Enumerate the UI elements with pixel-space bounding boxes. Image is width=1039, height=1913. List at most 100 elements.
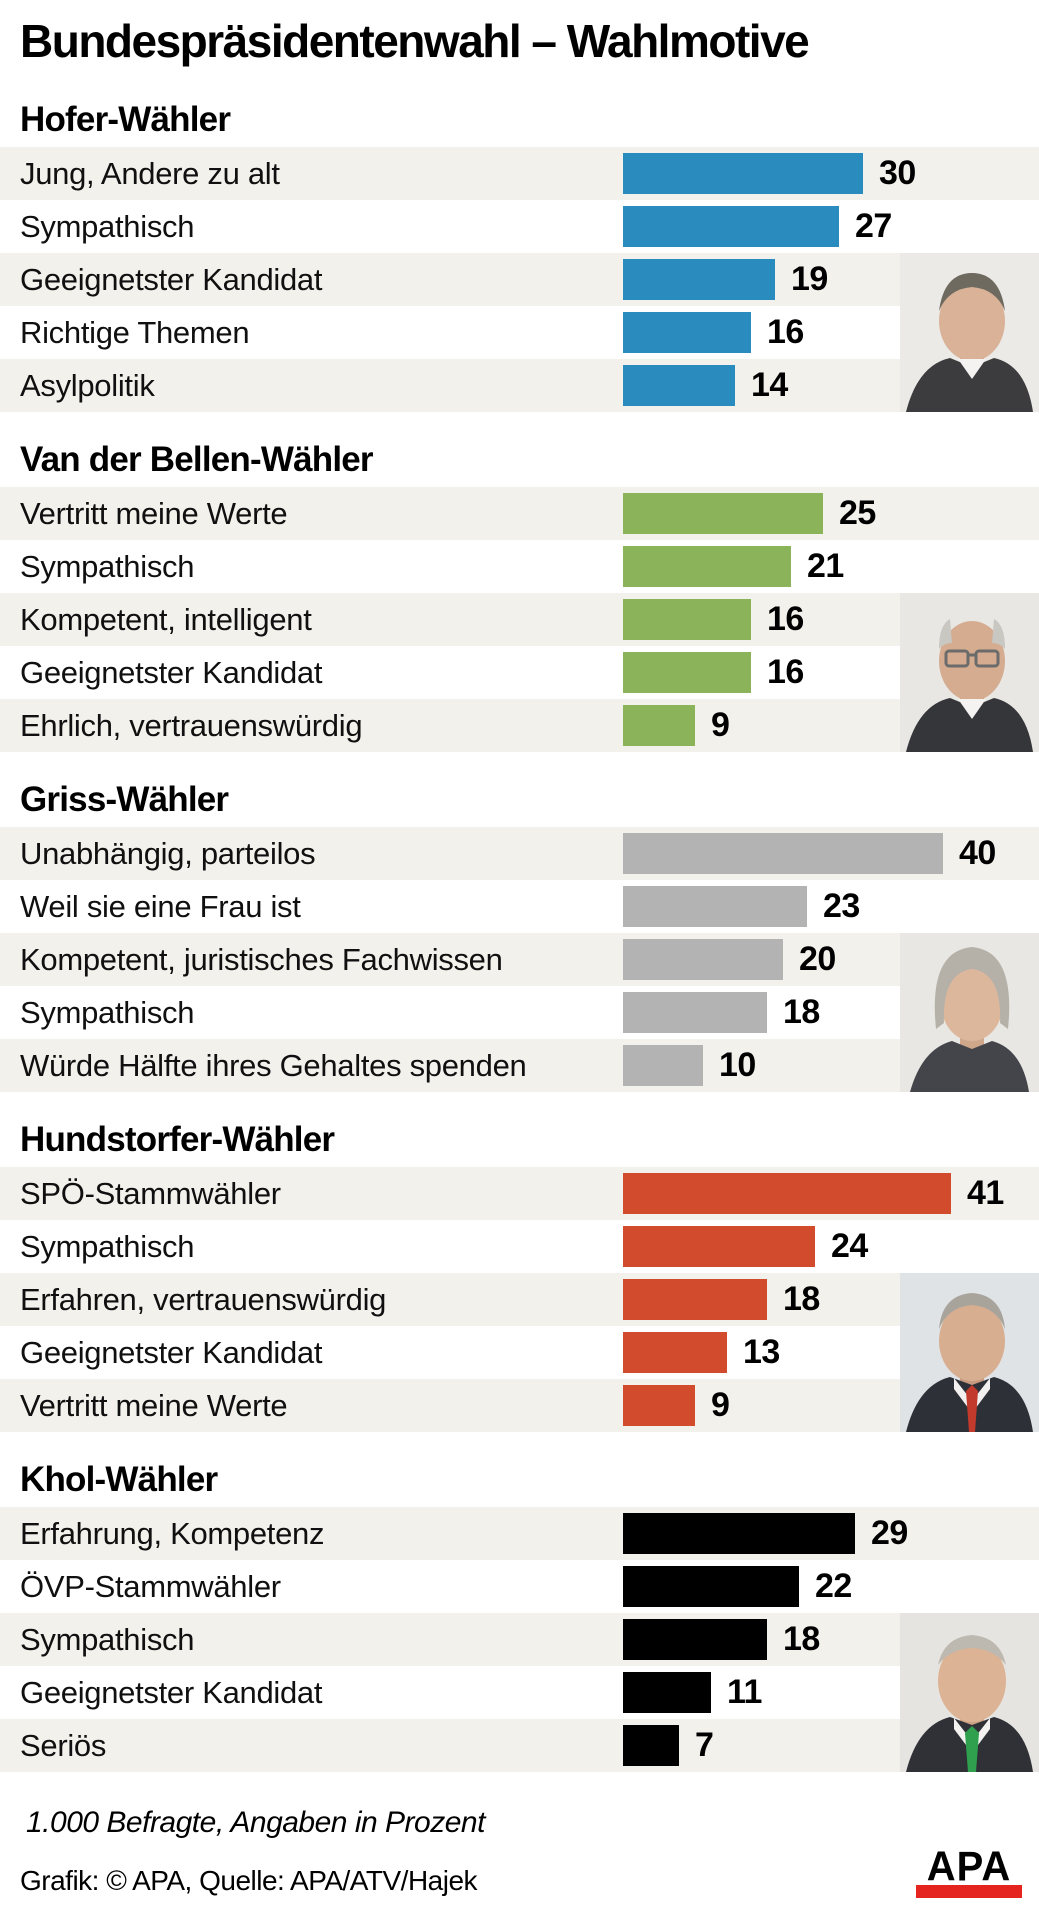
value-label: 25: [839, 494, 876, 532]
category-label: Ehrlich, vertrauenswürdig: [20, 708, 363, 743]
value-label: 16: [767, 653, 804, 691]
bar-row: Kompetent, intelligent 16: [0, 593, 1039, 646]
section-van-der-bellen: Van der Bellen-Wähler Vertritt meine Wer…: [0, 412, 1039, 752]
category-label: Würde Hälfte ihres Gehaltes spenden: [20, 1048, 527, 1083]
apa-logo-red-bar: [916, 1885, 1022, 1898]
category-label: Sympathisch: [20, 209, 195, 244]
credit-line: Grafik: © APA, Quelle: APA/ATV/Hajek: [20, 1865, 478, 1896]
bar: [623, 599, 751, 640]
category-label: Vertritt meine Werte: [20, 1388, 288, 1423]
bar-rows: Unabhängig, parteilos 40 Weil sie eine F…: [0, 827, 1039, 1092]
section-heading: Griss-Wähler: [20, 780, 229, 819]
bar: [623, 705, 695, 746]
value-label: 19: [791, 260, 828, 298]
value-label: 9: [711, 1386, 730, 1424]
value-label: 11: [727, 1673, 762, 1711]
bar-row: Sympathisch 18: [0, 986, 1039, 1039]
category-label: Sympathisch: [20, 1622, 195, 1657]
bar-rows: Jung, Andere zu alt 30 Sympathisch 27 Ge…: [0, 147, 1039, 412]
section-hundstorfer: Hundstorfer-Wähler SPÖ-Stammwähler 41 Sy…: [0, 1092, 1039, 1432]
section-heading: Hofer-Wähler: [20, 100, 231, 139]
bar: [623, 1279, 767, 1320]
value-label: 18: [783, 1280, 820, 1318]
bar: [623, 493, 823, 534]
bar-row: Geeignetster Kandidat 16: [0, 646, 1039, 699]
category-label: Geeignetster Kandidat: [20, 262, 323, 297]
footer: 1.000 Befragte, Angaben in Prozent Grafi…: [0, 1772, 1039, 1913]
irmgard-griss-photo: [900, 933, 1039, 1092]
category-label: Jung, Andere zu alt: [20, 156, 280, 191]
category-label: Erfahren, vertrauenswürdig: [20, 1282, 387, 1317]
value-label: 7: [695, 1726, 714, 1764]
bar: [623, 1226, 815, 1267]
bar-row: Sympathisch 24: [0, 1220, 1039, 1273]
category-label: Sympathisch: [20, 1229, 195, 1264]
section-heading: Hundstorfer-Wähler: [20, 1120, 335, 1159]
category-label: ÖVP-Stammwähler: [20, 1569, 281, 1604]
bar-row: Kompetent, juristisches Fachwissen 20: [0, 933, 1039, 986]
van-der-bellen-photo: [900, 593, 1039, 752]
bar: [623, 992, 767, 1033]
norbert-hofer-photo: [900, 253, 1039, 412]
section-hofer: Hofer-Wähler Jung, Andere zu alt 30 Symp…: [0, 72, 1039, 412]
bar: [623, 312, 751, 353]
value-label: 21: [807, 547, 844, 585]
value-label: 29: [871, 1514, 908, 1552]
bar: [623, 1173, 951, 1214]
bar-row: Asylpolitik 14: [0, 359, 1039, 412]
value-label: 18: [783, 993, 820, 1031]
category-label: Weil sie eine Frau ist: [20, 889, 301, 924]
andreas-khol-photo: [900, 1613, 1039, 1772]
bar: [623, 1513, 855, 1554]
value-label: 24: [831, 1227, 868, 1265]
bar-row: Geeignetster Kandidat 13: [0, 1326, 1039, 1379]
bar-rows: SPÖ-Stammwähler 41 Sympathisch 24 Erfahr…: [0, 1167, 1039, 1432]
category-label: Kompetent, juristisches Fachwissen: [20, 942, 503, 977]
bar: [623, 1725, 679, 1766]
bar: [623, 1619, 767, 1660]
value-label: 27: [855, 207, 892, 245]
value-label: 16: [767, 600, 804, 638]
bar: [623, 652, 751, 693]
category-label: Geeignetster Kandidat: [20, 655, 323, 690]
category-label: Sympathisch: [20, 549, 195, 584]
bar-row: Vertritt meine Werte 9: [0, 1379, 1039, 1432]
bar-row: Vertritt meine Werte 25: [0, 487, 1039, 540]
rudolf-hundstorfer-photo: [900, 1273, 1039, 1432]
bar: [623, 365, 735, 406]
bar: [623, 1672, 711, 1713]
category-label: Unabhängig, parteilos: [20, 836, 316, 871]
category-label: Seriös: [20, 1728, 107, 1763]
value-label: 41: [967, 1174, 1004, 1212]
value-label: 23: [823, 887, 860, 925]
bar: [623, 153, 863, 194]
bar: [623, 1385, 695, 1426]
value-label: 16: [767, 313, 804, 351]
value-label: 9: [711, 706, 730, 744]
bar-rows: Erfahrung, Kompetenz 29 ÖVP-Stammwähler …: [0, 1507, 1039, 1772]
category-label: SPÖ-Stammwähler: [20, 1176, 281, 1211]
bar: [623, 1566, 799, 1607]
category-label: Geeignetster Kandidat: [20, 1335, 323, 1370]
value-label: 20: [799, 940, 836, 978]
value-label: 10: [719, 1046, 756, 1084]
bar: [623, 206, 839, 247]
bar: [623, 1332, 727, 1373]
bar: [623, 1045, 703, 1086]
bar-row: Seriös 7: [0, 1719, 1039, 1772]
category-label: Geeignetster Kandidat: [20, 1675, 323, 1710]
bar-row: Sympathisch 21: [0, 540, 1039, 593]
bar-row: SPÖ-Stammwähler 41: [0, 1167, 1039, 1220]
bar: [623, 833, 943, 874]
bar-row: Jung, Andere zu alt 30: [0, 147, 1039, 200]
section-khol: Khol-Wähler Erfahrung, Kompetenz 29 ÖVP-…: [0, 1432, 1039, 1772]
category-label: Richtige Themen: [20, 315, 250, 350]
bar-row: Ehrlich, vertrauenswürdig 9: [0, 699, 1039, 752]
page-title: Bundespräsidentenwahl – Wahlmotive: [20, 15, 810, 67]
apa-logo-text: APA: [926, 1843, 1012, 1891]
section-heading: Van der Bellen-Wähler: [20, 440, 374, 479]
survey-note: 1.000 Befragte, Angaben in Prozent: [26, 1806, 485, 1839]
bar-rows: Vertritt meine Werte 25 Sympathisch 21 K…: [0, 487, 1039, 752]
bar: [623, 886, 807, 927]
